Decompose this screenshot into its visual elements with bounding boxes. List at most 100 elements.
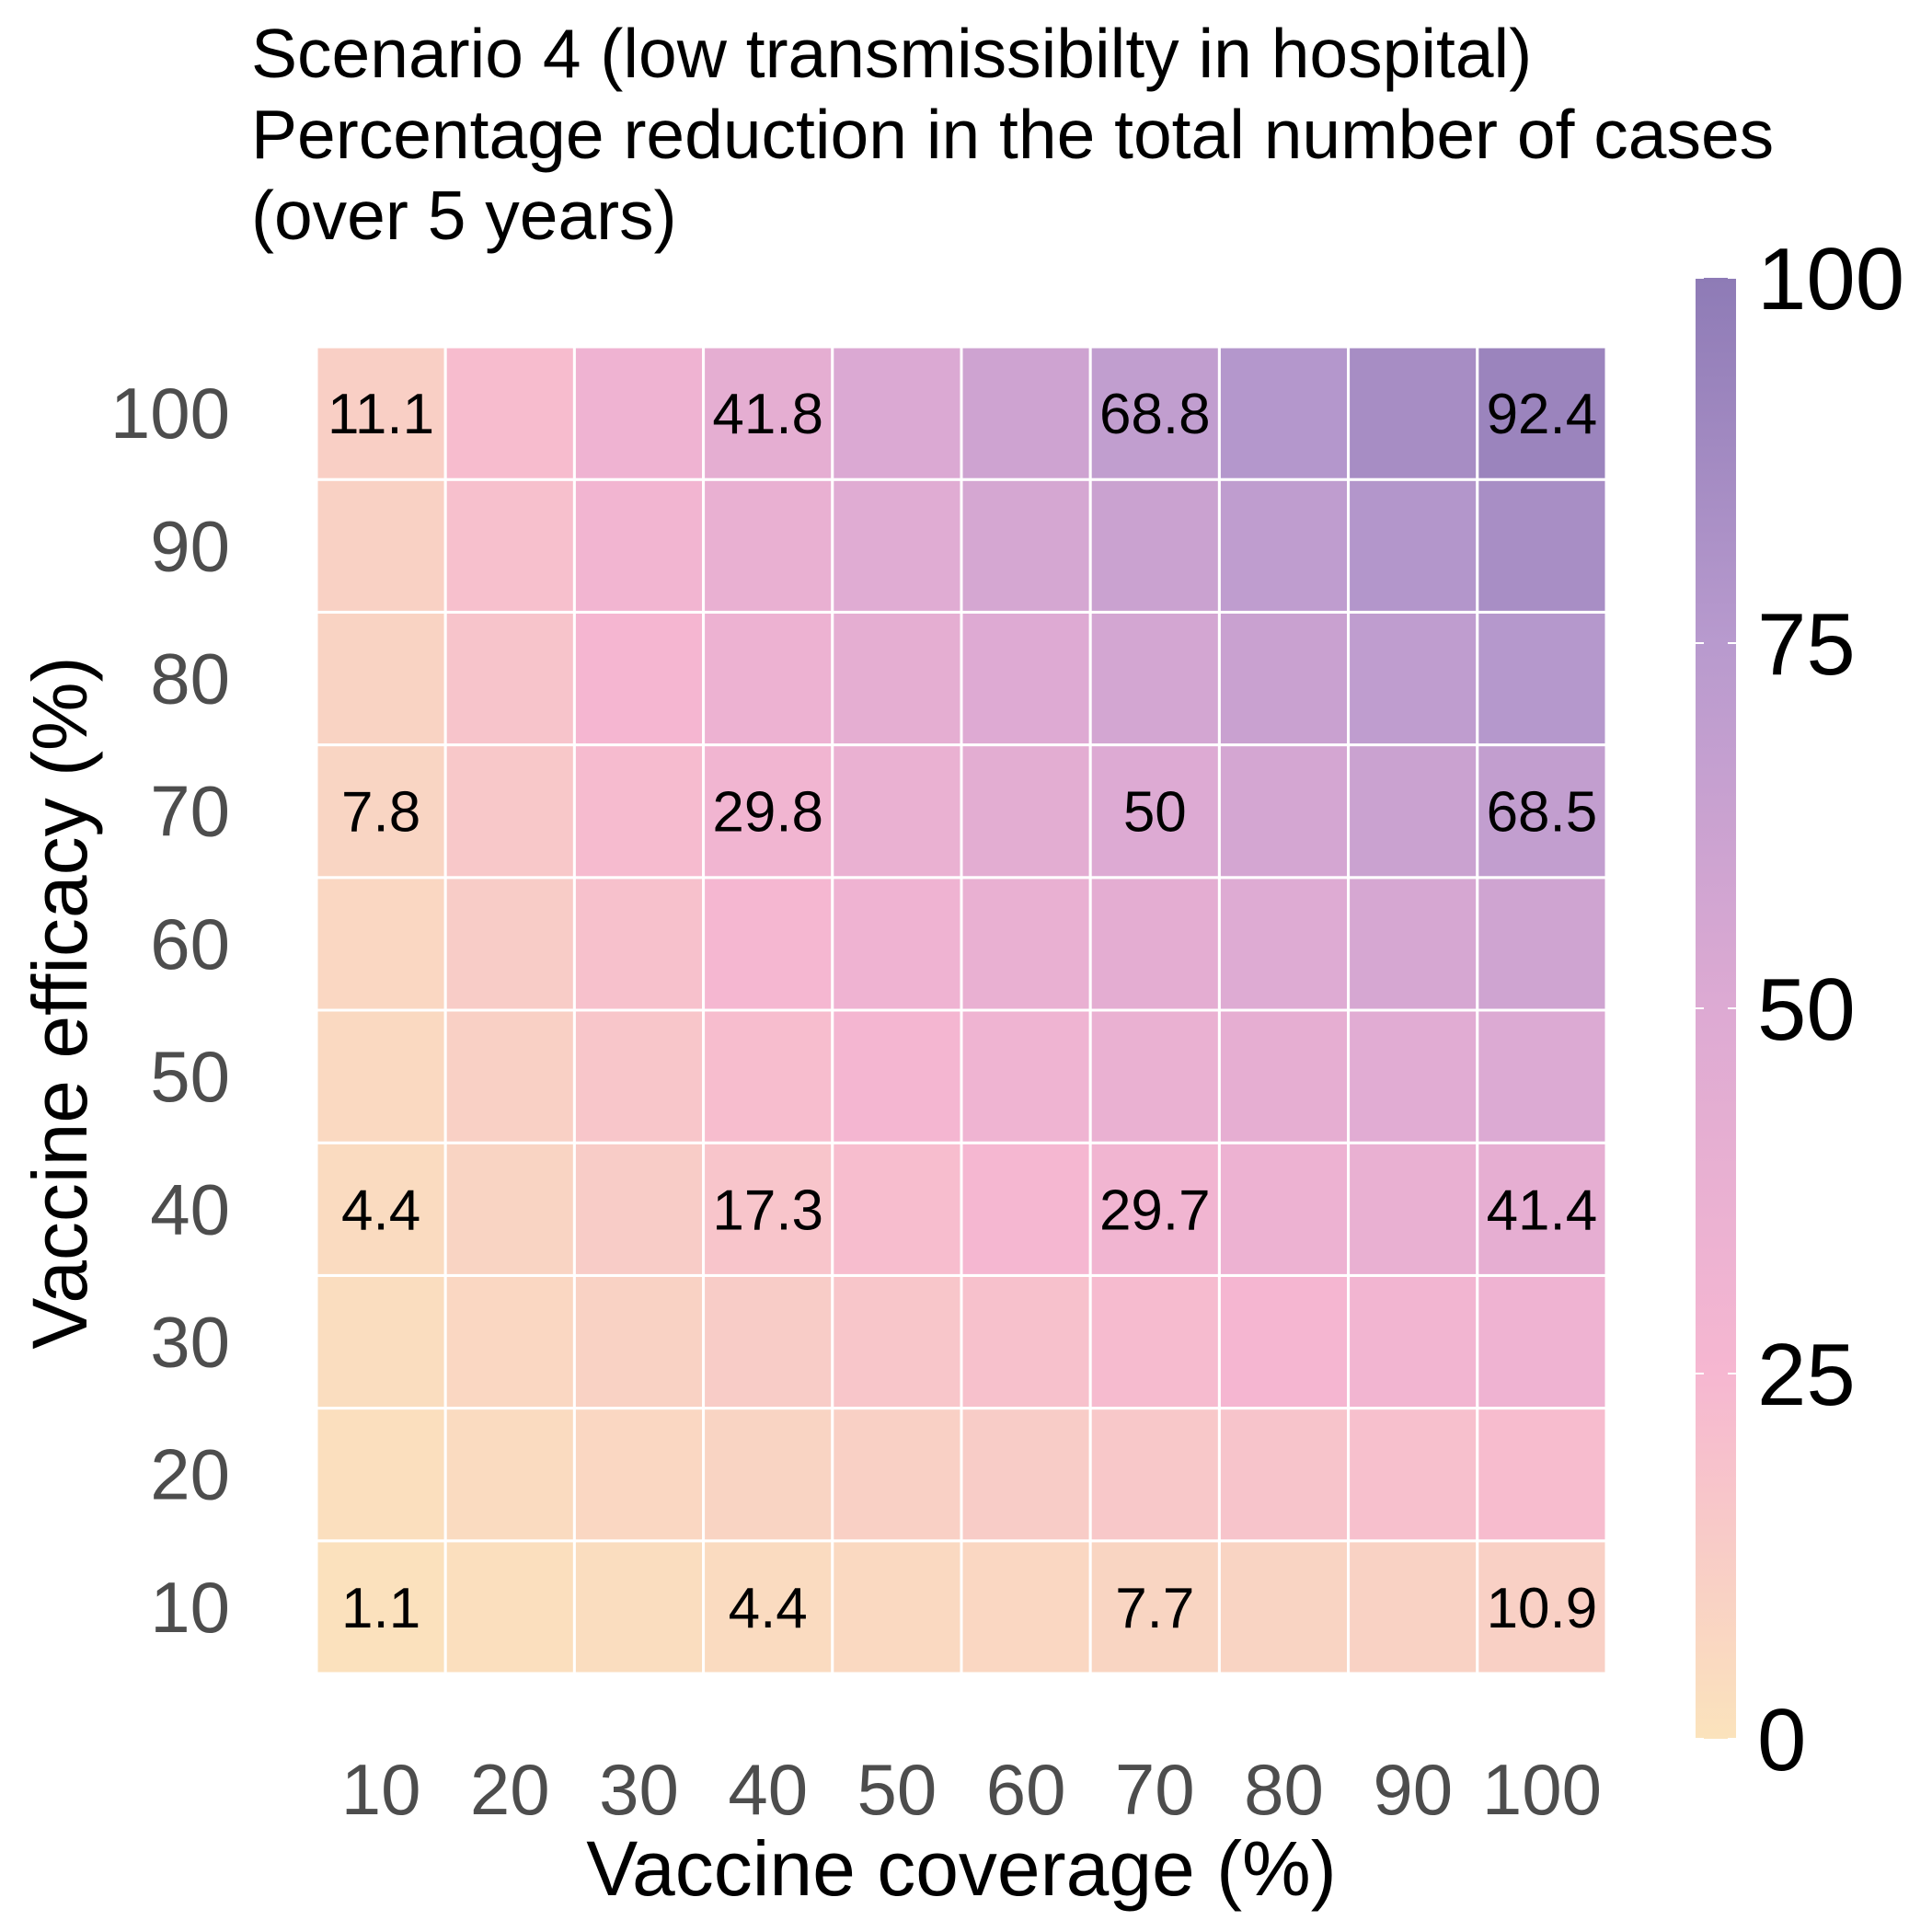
legend-ticks: 0 25 50 75 100 bbox=[1696, 230, 1904, 1789]
cell-value-label: 41.8 bbox=[712, 383, 823, 446]
heatmap-cell-30-80 bbox=[572, 610, 706, 747]
cell-value-label: 4.4 bbox=[729, 1577, 808, 1640]
heatmap-cell-90-20 bbox=[1347, 1407, 1479, 1543]
heatmap-cell-10-80 bbox=[315, 610, 447, 747]
heatmap-cell-40-20 bbox=[702, 1407, 834, 1543]
title-line-2: Percentage reduction in the total number… bbox=[251, 96, 1775, 173]
legend-tick-label: 75 bbox=[1757, 595, 1856, 694]
heatmap-cell-100-40 bbox=[1476, 1141, 1608, 1277]
heatmap-cell-80-30 bbox=[1217, 1273, 1351, 1410]
heatmap-cell-60-70 bbox=[960, 743, 1092, 880]
heatmap-cell-50-70 bbox=[831, 743, 963, 880]
heatmap-cell-50-40 bbox=[831, 1141, 963, 1277]
title-line-1: Scenario 4 (low transmissibilty in hospi… bbox=[251, 15, 1533, 92]
heatmap-cell-70-90 bbox=[1088, 477, 1221, 614]
heatmap-cell-90-90 bbox=[1347, 477, 1479, 614]
heatmap-cell-60-50 bbox=[960, 1008, 1092, 1144]
heatmap-cell-70-80 bbox=[1088, 610, 1221, 747]
y-tick-label: 30 bbox=[150, 1302, 230, 1383]
heatmap-cell-90-60 bbox=[1347, 876, 1479, 1012]
heatmap-cell-labels: 11.1 41.8 68.8 92.4 7.8 29.8 50 68.5 4.4 17.3 29.7… bbox=[328, 383, 1597, 1640]
heatmap-cells bbox=[315, 345, 1608, 1675]
legend-tick-label: 0 bbox=[1757, 1691, 1806, 1789]
heatmap-cell-40-90 bbox=[702, 477, 834, 614]
cell-value-label: 29.7 bbox=[1099, 1179, 1211, 1242]
heatmap-cell-90-50 bbox=[1347, 1008, 1479, 1144]
heatmap-cell-40-70 bbox=[702, 743, 834, 880]
heatmap-cell-90-80 bbox=[1347, 610, 1479, 747]
heatmap-cell-100-100 bbox=[1476, 345, 1608, 481]
heatmap-cell-10-100 bbox=[315, 345, 447, 481]
x-tick-label: 60 bbox=[986, 1749, 1066, 1830]
cell-value-label: 7.7 bbox=[1115, 1577, 1194, 1640]
heatmap-cell-40-60 bbox=[702, 876, 834, 1012]
cell-value-label: 92.4 bbox=[1487, 383, 1598, 446]
heatmap-cell-50-50 bbox=[831, 1008, 963, 1144]
heatmap-cell-30-30 bbox=[572, 1273, 706, 1410]
heatmap-cell-100-90 bbox=[1476, 477, 1608, 614]
heatmap-cell-90-100 bbox=[1347, 345, 1479, 481]
heatmap-cell-60-90 bbox=[960, 477, 1092, 614]
heatmap-cell-70-100 bbox=[1088, 345, 1221, 481]
y-tick-label: 70 bbox=[150, 771, 230, 852]
heatmap-cell-40-50 bbox=[702, 1008, 834, 1144]
cell-value-label: 29.8 bbox=[712, 781, 823, 845]
heatmap-cell-20-80 bbox=[443, 610, 576, 747]
heatmap-cell-30-70 bbox=[572, 743, 706, 880]
y-axis-title: Vaccine efficacy (%) bbox=[17, 656, 103, 1349]
heatmap-cell-100-20 bbox=[1476, 1407, 1608, 1543]
x-tick-label: 70 bbox=[1115, 1749, 1195, 1830]
chart-title: Scenario 4 (low transmissibilty in hospi… bbox=[251, 13, 1932, 256]
y-tick-label: 80 bbox=[150, 638, 230, 719]
heatmap-cell-30-90 bbox=[572, 477, 706, 614]
cell-value-label: 1.1 bbox=[341, 1577, 420, 1640]
heatmap-cell-50-100 bbox=[831, 345, 963, 481]
y-tick-label: 90 bbox=[150, 505, 230, 586]
heatmap-cell-60-20 bbox=[960, 1407, 1092, 1543]
heatmap-cell-40-30 bbox=[702, 1273, 834, 1410]
x-tick-label: 80 bbox=[1244, 1749, 1324, 1830]
heatmap-cell-30-100 bbox=[572, 345, 706, 481]
heatmap-cell-90-30 bbox=[1347, 1273, 1479, 1410]
heatmap-cell-20-40 bbox=[443, 1141, 576, 1277]
x-tick-label: 10 bbox=[341, 1749, 421, 1830]
heatmap-cell-80-40 bbox=[1217, 1141, 1351, 1277]
x-tick-label: 40 bbox=[728, 1749, 808, 1830]
heatmap-cell-80-90 bbox=[1217, 477, 1351, 614]
y-tick-label: 50 bbox=[150, 1036, 230, 1117]
heatmap-cell-30-50 bbox=[572, 1008, 706, 1144]
heatmap-cell-100-10 bbox=[1476, 1539, 1608, 1675]
heatmap-cell-30-60 bbox=[572, 876, 706, 1012]
heatmap-cell-40-10 bbox=[702, 1539, 834, 1675]
heatmap-cell-60-30 bbox=[960, 1273, 1092, 1410]
heatmap-cell-80-10 bbox=[1217, 1539, 1351, 1675]
x-axis-title: Vaccine coverage (%) bbox=[586, 1825, 1336, 1912]
heatmap-cell-40-40 bbox=[702, 1141, 834, 1277]
legend-tick-label: 50 bbox=[1757, 960, 1856, 1059]
y-tick-label: 10 bbox=[150, 1567, 230, 1648]
cell-value-label: 68.8 bbox=[1099, 383, 1211, 446]
heatmap-cell-100-50 bbox=[1476, 1008, 1608, 1144]
heatmap-cell-20-30 bbox=[443, 1273, 576, 1410]
heatmap-cell-100-70 bbox=[1476, 743, 1608, 880]
heatmap-cell-20-10 bbox=[443, 1539, 576, 1675]
y-tick-label: 40 bbox=[150, 1168, 230, 1249]
heatmap-cell-30-10 bbox=[572, 1539, 706, 1675]
x-tick-label: 100 bbox=[1482, 1749, 1602, 1830]
heatmap-cell-60-80 bbox=[960, 610, 1092, 747]
heatmap-cell-80-60 bbox=[1217, 876, 1351, 1012]
heatmap-cell-90-10 bbox=[1347, 1539, 1479, 1675]
heatmap-cell-90-40 bbox=[1347, 1141, 1479, 1277]
heatmap-cell-100-60 bbox=[1476, 876, 1608, 1012]
x-tick-label: 20 bbox=[470, 1749, 550, 1830]
cell-value-label: 4.4 bbox=[341, 1179, 420, 1242]
heatmap-cell-10-30 bbox=[315, 1273, 447, 1410]
heatmap-cell-20-90 bbox=[443, 477, 576, 614]
heatmap-cell-30-40 bbox=[572, 1141, 706, 1277]
color-legend: 0 25 50 75 100 bbox=[1696, 230, 1904, 1789]
heatmap-cell-80-70 bbox=[1217, 743, 1351, 880]
heatmap-cell-50-60 bbox=[831, 876, 963, 1012]
x-tick-label: 30 bbox=[599, 1749, 679, 1830]
x-axis-ticks: 10 20 30 40 50 60 70 80 90 100 bbox=[341, 1749, 1602, 1830]
